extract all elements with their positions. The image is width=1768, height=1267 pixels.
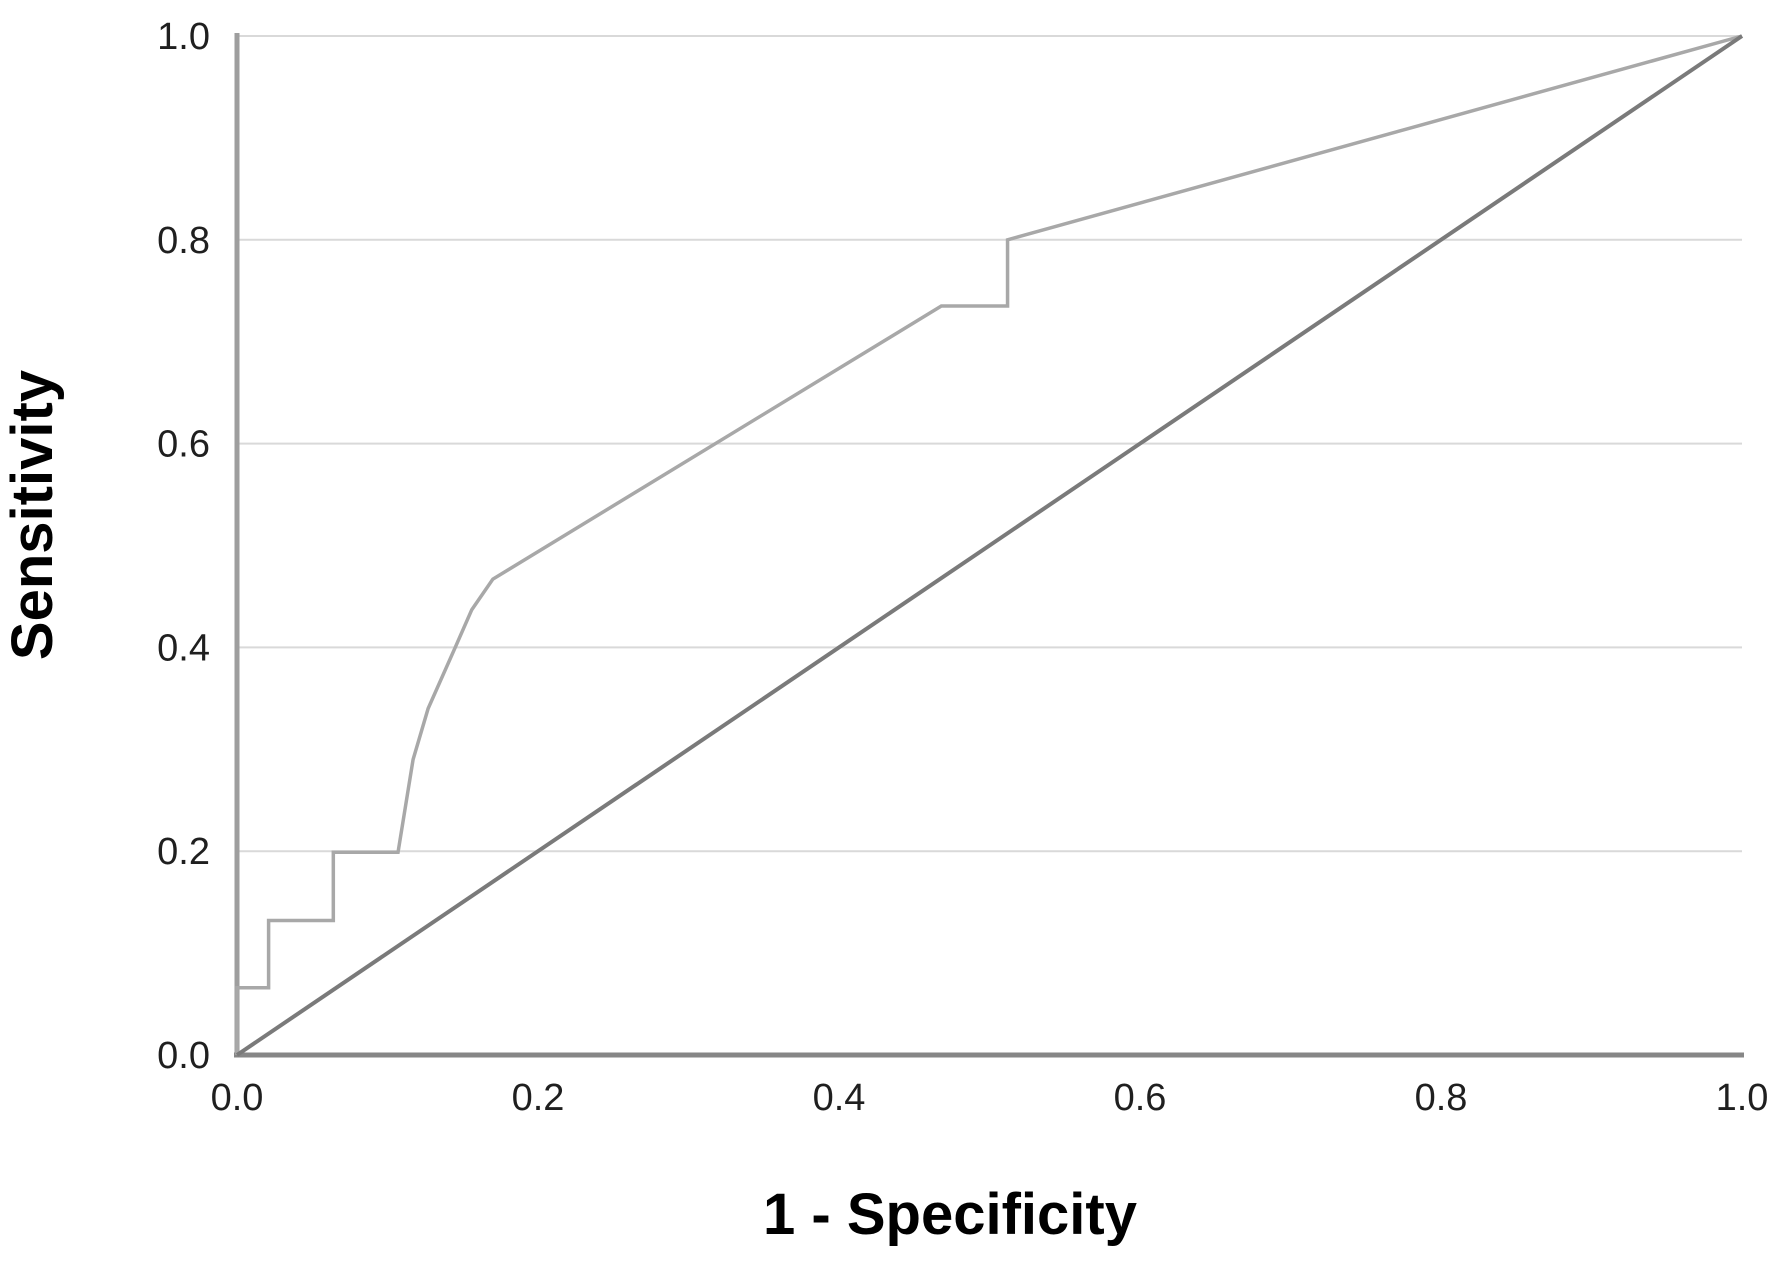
x-tick-label: 1.0 xyxy=(1716,1077,1768,1119)
x-tick-label: 0.2 xyxy=(512,1077,565,1119)
roc-curve-line xyxy=(235,34,1743,1055)
gridlines xyxy=(237,35,1742,853)
y-tick-label: 1.0 xyxy=(157,16,210,58)
y-tick-label: 0.6 xyxy=(157,424,210,466)
x-tick-label: 0.6 xyxy=(1114,1077,1167,1119)
y-tick-label: 0.2 xyxy=(157,831,210,873)
y-tick-label: 0.4 xyxy=(157,627,210,669)
x-tick-label: 0.0 xyxy=(211,1077,264,1119)
y-tick-labels: 0.0 0.2 0.4 0.6 0.8 1.0 xyxy=(157,16,210,1077)
x-tick-labels: 0.0 0.2 0.4 0.6 0.8 1.0 xyxy=(211,1077,1768,1119)
reference-diagonal-line xyxy=(235,34,1744,1057)
x-axis-title: 1 - Specificity xyxy=(763,1182,1137,1247)
y-tick-label: 0.0 xyxy=(157,1035,210,1077)
x-tick-label: 0.4 xyxy=(813,1077,866,1119)
y-tick-label: 0.8 xyxy=(157,220,210,262)
axes xyxy=(234,33,1744,1058)
y-axis-title: Sensitivity xyxy=(0,370,65,660)
x-tick-label: 0.8 xyxy=(1415,1077,1468,1119)
series-lines xyxy=(235,34,1744,1057)
